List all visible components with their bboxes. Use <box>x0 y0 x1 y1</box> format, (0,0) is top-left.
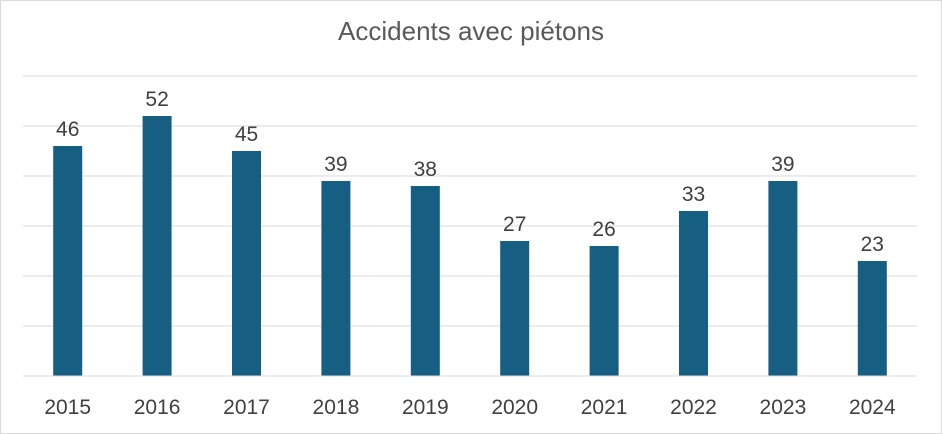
x-tick-label: 2023 <box>760 396 807 419</box>
data-label: 45 <box>235 123 258 146</box>
bar <box>142 116 172 376</box>
bar <box>679 211 708 376</box>
x-tick-label: 2016 <box>134 396 181 419</box>
x-tick-label: 2019 <box>402 396 449 419</box>
data-label: 39 <box>771 153 794 176</box>
data-label: 39 <box>324 153 347 176</box>
bar <box>857 261 887 376</box>
x-tick-label: 2024 <box>849 396 896 419</box>
bar <box>232 151 261 376</box>
bar <box>321 181 351 376</box>
bar <box>410 186 440 376</box>
x-tick-label: 2020 <box>491 396 538 419</box>
x-tick-label: 2018 <box>313 396 360 419</box>
data-label: 33 <box>682 183 705 206</box>
x-tick-label: 2022 <box>670 396 717 419</box>
data-label: 38 <box>414 158 437 181</box>
bar <box>53 146 83 376</box>
data-label: 23 <box>861 233 884 256</box>
bar <box>500 241 530 376</box>
bar <box>589 246 619 376</box>
data-label: 27 <box>503 213 526 236</box>
x-tick-label: 2021 <box>581 396 628 419</box>
data-label: 46 <box>56 118 79 141</box>
bar <box>768 181 798 376</box>
data-label: 26 <box>592 218 615 241</box>
x-tick-label: 2015 <box>44 396 91 419</box>
data-label: 52 <box>145 88 168 111</box>
chart-title: Accidents avec piétons <box>338 16 604 46</box>
x-tick-label: 2017 <box>223 396 270 419</box>
